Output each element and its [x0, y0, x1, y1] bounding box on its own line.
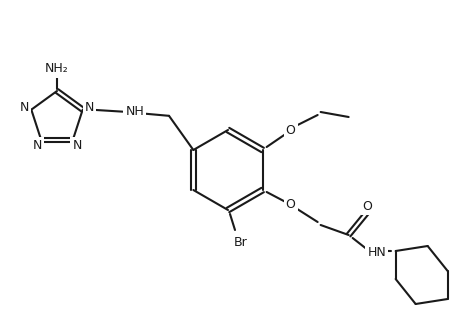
Text: N: N: [20, 101, 30, 114]
Text: N: N: [72, 139, 82, 152]
Text: HN: HN: [367, 246, 386, 259]
Text: O: O: [363, 200, 373, 212]
Text: Br: Br: [234, 237, 248, 250]
Text: N: N: [85, 101, 94, 114]
Text: NH₂: NH₂: [45, 63, 69, 76]
Text: NH: NH: [125, 105, 144, 118]
Text: N: N: [32, 139, 42, 152]
Text: O: O: [286, 123, 296, 136]
Text: O: O: [286, 198, 296, 211]
